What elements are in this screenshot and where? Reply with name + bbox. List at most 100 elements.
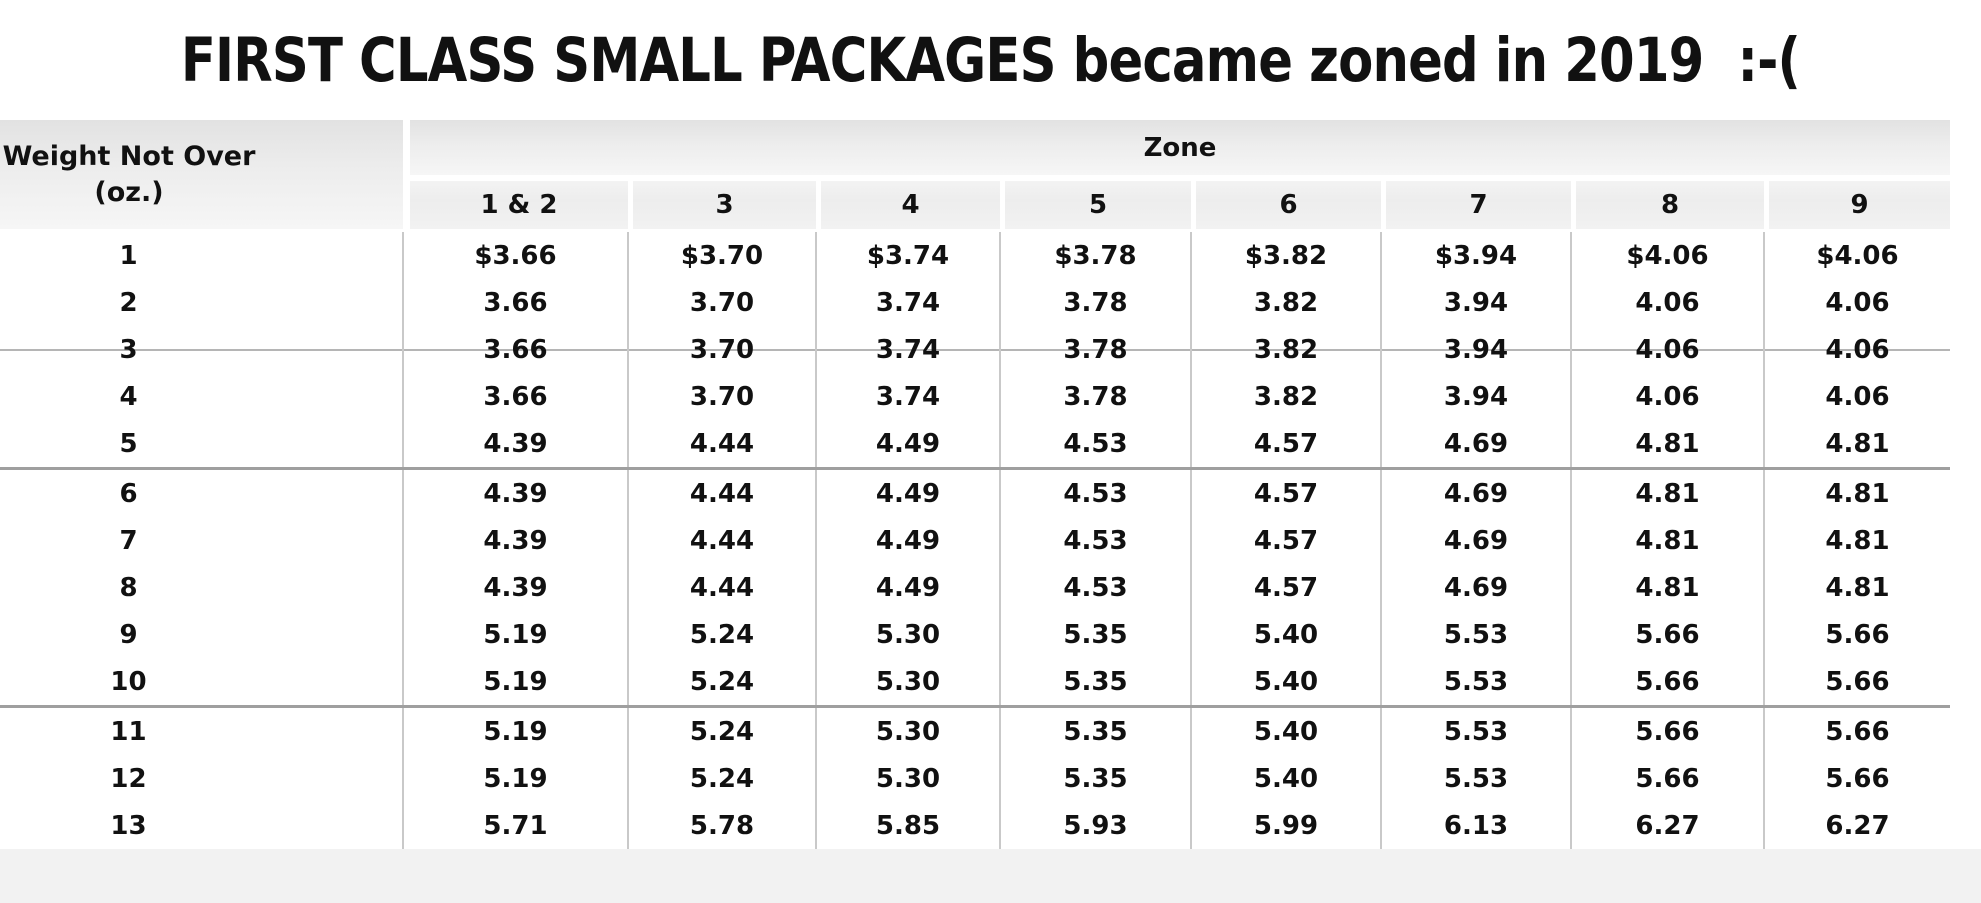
rate-cell: 5.85 (815, 802, 1000, 852)
rate-cell: 3.78 (999, 279, 1191, 326)
rate-cell: 5.19 (402, 755, 628, 802)
weight-cell: 10 (0, 658, 403, 708)
rate-cell: 3.66 (402, 326, 628, 373)
rate-cell: 3.70 (627, 373, 816, 420)
rate-cell: 5.78 (627, 802, 816, 852)
rate-cell: 5.30 (815, 706, 1000, 755)
rates-table-body: 1 $3.66 $3.70 $3.74 $3.78 $3.82 $3.94 $4.06 $4.0… (0, 232, 1950, 852)
rate-cell: 4.49 (815, 517, 1000, 564)
rate-cell: 5.53 (1380, 755, 1571, 802)
rate-cell: $3.78 (999, 232, 1191, 279)
page-title: FIRST CLASS SMALL PACKAGES became zoned … (180, 24, 1801, 96)
rate-cell: 3.74 (815, 279, 1000, 326)
rates-table: 1 $3.66 $3.70 $3.74 $3.78 $3.82 $3.94 $4.06 $4.0… (0, 232, 1950, 852)
rate-cell: 5.24 (627, 706, 816, 755)
rate-cell: 5.40 (1190, 658, 1381, 708)
rate-cell: 5.66 (1570, 611, 1764, 658)
table-row: 5 4.39 4.44 4.49 4.53 4.57 4.69 4.81 4.81 (0, 420, 1950, 470)
rate-cell: 3.66 (402, 279, 628, 326)
zone-column-header: 3 (633, 181, 816, 229)
rate-cell: 3.74 (815, 326, 1000, 373)
rate-cell: 4.06 (1570, 373, 1764, 420)
rate-cell: 4.81 (1570, 420, 1764, 470)
weight-cell: 1 (119, 240, 138, 271)
weight-header-line2: (oz.) (94, 176, 164, 208)
rate-cell: 4.49 (815, 468, 1000, 517)
weight-cell: 8 (119, 572, 138, 603)
rate-cell: 4.69 (1380, 564, 1571, 611)
rate-cell: 6.13 (1380, 802, 1571, 852)
rate-cell: 4.53 (999, 517, 1191, 564)
zone-column-header: 5 (1005, 181, 1191, 229)
table-row: 8 4.39 4.44 4.49 4.53 4.57 4.69 4.81 4.81 (0, 564, 1950, 611)
rate-cell: 5.66 (1763, 706, 1950, 755)
weight-cell: 12 (110, 763, 147, 794)
weight-cell: 5 (0, 420, 403, 470)
rate-cell: 4.06 (1570, 279, 1764, 326)
rate-cell: $4.06 (1570, 232, 1764, 279)
rate-cell: 3.94 (1380, 279, 1571, 326)
rate-cell: 3.78 (999, 373, 1191, 420)
table-row: 2 3.66 3.70 3.74 3.78 3.82 3.94 4.06 4.06 (0, 279, 1950, 326)
rate-cell: 4.57 (1190, 517, 1381, 564)
rate-cell: 5.30 (815, 611, 1000, 658)
rate-cell: 5.66 (1570, 706, 1764, 755)
rate-cell: 5.99 (1190, 802, 1381, 852)
zone-column-header: 4 (821, 181, 1000, 229)
rate-cell: 4.81 (1763, 468, 1950, 517)
rate-cell: 5.40 (1190, 755, 1381, 802)
weight-cell: 6 (119, 478, 138, 509)
rate-cell: 4.81 (1570, 564, 1764, 611)
rate-cell: 5.53 (1380, 611, 1571, 658)
weight-cell: 13 (0, 802, 403, 852)
rate-cell: $3.74 (815, 232, 1000, 279)
rate-cell: 3.78 (999, 326, 1191, 373)
weight-cell: 4 (119, 381, 138, 412)
rate-cell: 4.69 (1380, 468, 1571, 517)
rate-cell: 3.70 (627, 279, 816, 326)
rate-cell: $3.94 (1380, 232, 1571, 279)
table-row: 6 4.39 4.44 4.49 4.53 4.57 4.69 4.81 4.81 (0, 468, 1950, 517)
rate-cell: 5.93 (999, 802, 1191, 852)
rate-cell: 4.39 (402, 517, 628, 564)
zone-column-header: 6 (1196, 181, 1381, 229)
rate-cell: 5.30 (815, 755, 1000, 802)
rate-cell: 3.74 (815, 373, 1000, 420)
rate-cell: 5.24 (627, 658, 816, 708)
rate-cell: 4.06 (1570, 326, 1764, 373)
table-row: 10 5.19 5.24 5.30 5.35 5.40 5.53 5.66 5.66 (0, 658, 1950, 708)
rate-cell: 4.39 (402, 420, 628, 470)
rate-cell: 4.81 (1763, 517, 1950, 564)
rate-cell: 5.35 (999, 706, 1191, 755)
rate-cell: 5.66 (1763, 611, 1950, 658)
rate-cell: 5.19 (402, 658, 628, 708)
rate-cell: 3.70 (627, 326, 816, 373)
rate-cell: 3.82 (1190, 326, 1381, 373)
rate-cell: 4.53 (999, 564, 1191, 611)
zone-column-header: 7 (1386, 181, 1571, 229)
rate-cell: 4.81 (1763, 564, 1950, 611)
table-row: 12 5.19 5.24 5.30 5.35 5.40 5.53 5.66 5.66 (0, 755, 1950, 802)
weight-cell: 11 (110, 716, 147, 747)
table-row: 4 3.66 3.70 3.74 3.78 3.82 3.94 4.06 4.06 (0, 373, 1950, 420)
weight-cell: 7 (119, 525, 138, 556)
bottom-strip (0, 849, 1981, 903)
rate-cell: 5.40 (1190, 706, 1381, 755)
rate-cell: 4.44 (627, 564, 816, 611)
rate-cell: 4.44 (627, 468, 816, 517)
rate-cell: 5.35 (999, 611, 1191, 658)
zone-column-header: 8 (1576, 181, 1764, 229)
table-row: 3 3.66 3.70 3.74 3.78 3.82 3.94 4.06 4.06 (0, 326, 1950, 373)
zone-column-header: 1 & 2 (410, 181, 628, 229)
weight-cell: 3 (119, 334, 138, 365)
zone-header-cell: Zone (410, 120, 1950, 175)
rate-cell: 5.66 (1763, 658, 1950, 708)
rate-cell: 4.69 (1380, 420, 1571, 470)
table-row: 9 5.19 5.24 5.30 5.35 5.40 5.53 5.66 5.66 (0, 611, 1950, 658)
weight-cell: 2 (119, 287, 138, 318)
rate-cell: $3.66 (402, 232, 628, 279)
rate-cell: 5.35 (999, 755, 1191, 802)
rate-cell: 4.81 (1570, 468, 1764, 517)
